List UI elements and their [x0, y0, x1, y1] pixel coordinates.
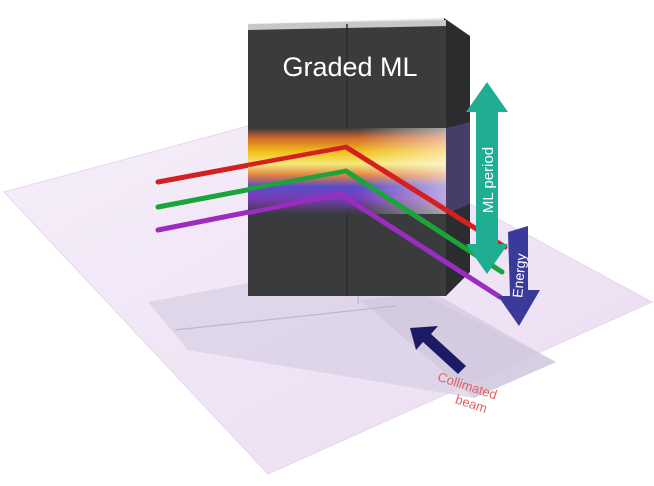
block-title: Graded ML: [282, 52, 417, 82]
graded-band-side: [446, 122, 470, 214]
ml-period-label: ML period: [480, 147, 497, 213]
incoming-beam-green-front: [247, 168, 347, 192]
reflected-beam-purple: [337, 191, 503, 300]
collimated-beam-arrow: [410, 326, 466, 374]
floor-guide-line: [174, 305, 396, 331]
incoming-beam-red-front: [247, 144, 347, 168]
energy-arrow: Energy: [498, 226, 540, 326]
incoming-beam-purple-front: [247, 191, 341, 216]
energy-label: Energy: [509, 253, 529, 299]
multilayer-block: [248, 18, 470, 296]
ml-period-arrow: ML period: [466, 82, 508, 274]
floor-beam-path: [360, 292, 556, 398]
